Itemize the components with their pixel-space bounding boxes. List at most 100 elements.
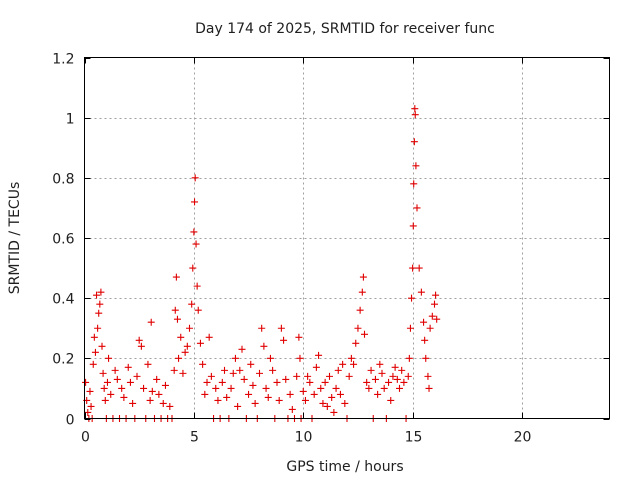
y-tick-label: 0.6 <box>52 232 74 248</box>
data-point <box>420 318 428 326</box>
data-point <box>266 354 274 362</box>
data-point <box>400 378 408 386</box>
data-point <box>428 312 436 320</box>
data-point <box>396 384 403 392</box>
data-point <box>218 378 226 386</box>
data-point <box>262 384 270 392</box>
data-point <box>105 354 113 362</box>
data-point <box>378 369 386 377</box>
data-point <box>413 204 421 212</box>
data-point <box>111 366 119 374</box>
data-point <box>301 396 309 404</box>
data-point <box>393 375 401 383</box>
x-tick-label: 15 <box>405 430 423 446</box>
data-point <box>404 372 412 380</box>
y-axis-label: SRMTID / TECUs <box>7 182 23 295</box>
data-point <box>173 315 181 323</box>
data-point <box>410 180 418 188</box>
data-point <box>223 393 231 401</box>
data-point <box>323 402 331 410</box>
data-point <box>113 375 121 383</box>
data-point <box>367 366 375 374</box>
y-tick-label: 0.8 <box>52 172 74 188</box>
data-point <box>275 396 283 404</box>
data-point <box>339 360 347 368</box>
data-point <box>315 351 323 359</box>
data-point <box>295 333 303 341</box>
data-point <box>286 390 294 398</box>
data-point <box>147 318 155 326</box>
data-point <box>107 390 115 398</box>
data-point <box>171 306 179 314</box>
data-point <box>389 372 397 380</box>
data-point <box>410 138 418 146</box>
x-tick-label: 10 <box>295 430 313 446</box>
data-point <box>249 381 257 389</box>
data-point <box>82 378 90 386</box>
data-point <box>387 396 395 404</box>
data-point <box>411 105 419 113</box>
data-point <box>179 369 187 377</box>
data-point <box>94 324 102 332</box>
data-point <box>422 354 430 362</box>
data-point <box>193 282 201 290</box>
data-point <box>146 396 154 404</box>
data-point <box>365 384 373 392</box>
grid-lines <box>84 57 610 419</box>
y-tick-label: 0.4 <box>52 292 74 308</box>
data-point <box>433 315 441 323</box>
data-point <box>238 345 246 353</box>
data-point <box>376 360 384 368</box>
data-point <box>269 366 277 374</box>
data-point <box>101 396 109 404</box>
data-point <box>273 378 281 386</box>
data-point <box>227 384 235 392</box>
y-tick-label: 1.2 <box>52 52 74 68</box>
data-point <box>336 390 344 398</box>
data-point <box>247 360 255 368</box>
data-point <box>135 336 143 344</box>
data-point <box>256 369 263 377</box>
data-point <box>319 399 327 407</box>
data-point <box>350 360 358 368</box>
data-point <box>205 333 213 341</box>
data-point <box>175 354 183 362</box>
data-point <box>380 384 388 392</box>
data-point <box>199 360 207 368</box>
data-point <box>415 264 423 272</box>
data-point <box>245 390 253 398</box>
data-point <box>96 300 104 308</box>
data-point <box>264 393 272 401</box>
data-point <box>363 378 371 386</box>
data-point <box>432 291 440 299</box>
data-point <box>398 366 406 374</box>
y-tick-label: 0.2 <box>52 352 74 368</box>
data-point <box>258 324 266 332</box>
data-point <box>129 399 137 407</box>
data-point <box>409 222 417 230</box>
data-point <box>330 408 338 416</box>
data-point <box>280 336 288 344</box>
data-point <box>98 342 106 350</box>
data-point <box>328 393 336 401</box>
data-point <box>137 342 145 350</box>
data-point <box>148 387 156 395</box>
data-point <box>189 264 197 272</box>
data-point <box>411 111 419 119</box>
chart-title: Day 174 of 2025, SRMTID for receiver fun… <box>195 21 495 37</box>
data-point <box>312 363 320 371</box>
data-point <box>359 273 367 281</box>
data-point <box>326 372 333 380</box>
data-point <box>214 396 222 404</box>
data-point <box>234 402 242 410</box>
data-point <box>426 324 434 332</box>
data-point <box>196 339 204 347</box>
data-point <box>251 399 259 407</box>
y-tick-label: 1 <box>66 112 75 128</box>
y-tick-label: 0 <box>66 413 75 429</box>
data-point <box>371 375 379 383</box>
data-point <box>358 288 366 296</box>
data-point <box>354 324 362 332</box>
data-point <box>391 363 399 371</box>
